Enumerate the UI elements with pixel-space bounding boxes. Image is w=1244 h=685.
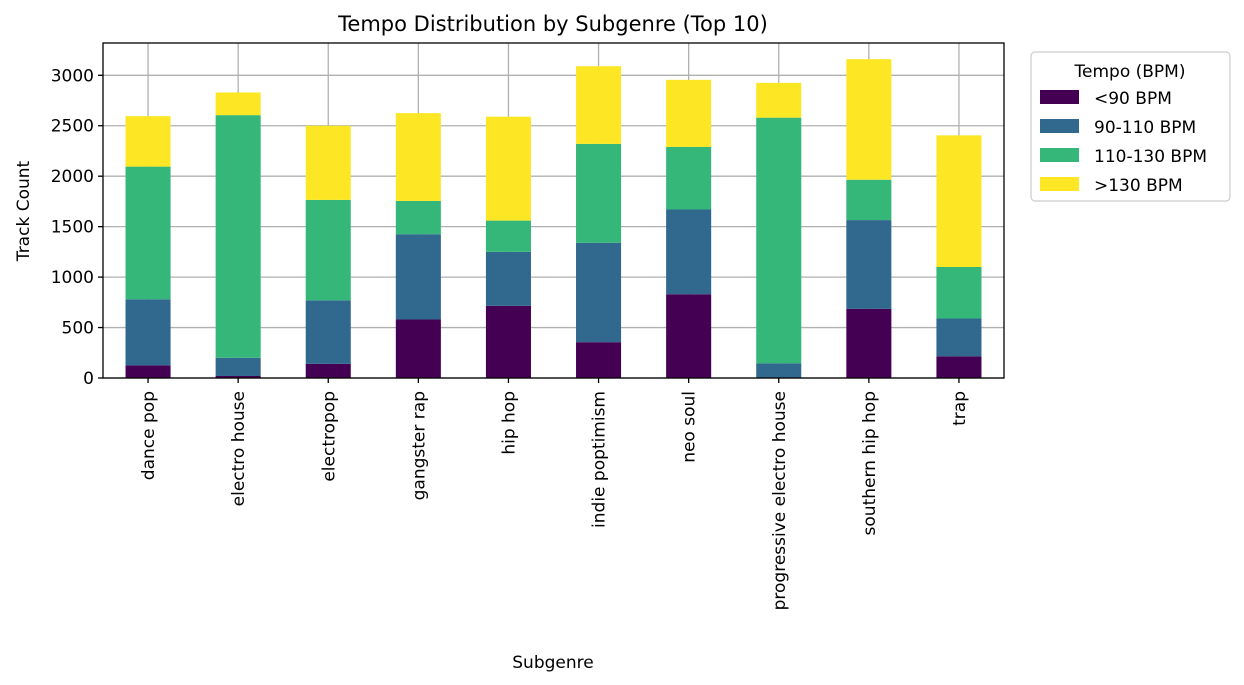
x-tick-label: hip hop [499, 391, 519, 455]
legend-swatch [1040, 119, 1079, 133]
plot-frame [102, 42, 1005, 379]
bar-segment [576, 143, 622, 243]
x-tick-label: indie poptimism [590, 391, 610, 528]
x-tick-label: electropop [319, 391, 339, 482]
legend-swatch [1040, 177, 1079, 191]
bar-segment [305, 363, 351, 378]
bar-segment [756, 117, 802, 364]
bar-segment [756, 82, 802, 118]
bar-segment [576, 242, 622, 343]
bar-segment [846, 59, 892, 180]
bar-segment [395, 234, 441, 320]
x-axis-label: Subgenre [512, 653, 593, 673]
bar-segment [666, 146, 712, 210]
x-tick-label: electro house [229, 391, 249, 506]
bar-segment [305, 199, 351, 301]
bar-segment [215, 92, 261, 116]
bars [125, 59, 982, 378]
bar-segment [576, 342, 622, 378]
y-tick-label: 3000 [51, 66, 94, 86]
bar-segment [485, 305, 531, 378]
x-axis-ticks: dance pop electro house electropop gangster… [139, 378, 970, 610]
x-tick-label: progressive electro house [770, 391, 790, 610]
bar-segment [125, 365, 171, 378]
bar-segment [485, 220, 531, 252]
bar-segment [846, 220, 892, 309]
bar-segment [125, 116, 171, 167]
bar-segment [666, 294, 712, 378]
x-tick-label: dance pop [139, 391, 159, 480]
bar-segment [395, 319, 441, 378]
y-axis-label: Track Count [14, 160, 34, 262]
legend-entry-label: >130 BPM [1094, 176, 1183, 196]
bar-segment [305, 300, 351, 364]
bar-segment [846, 179, 892, 221]
bar-segment [125, 166, 171, 300]
bar-segment [215, 357, 261, 376]
bar-segment [125, 299, 171, 366]
x-tick-label: trap [950, 391, 970, 426]
bar-segment [305, 125, 351, 200]
legend: Tempo (BPM) <90 BPM 90-110 BPM 110-130 BPM… [1030, 51, 1231, 202]
bar-segment [936, 135, 982, 268]
legend-entry-label: 90-110 BPM [1094, 118, 1196, 138]
bar-segment [395, 113, 441, 201]
x-tick-label: neo soul [680, 391, 700, 463]
legend-entry-label: <90 BPM [1094, 89, 1172, 109]
bar-segment [485, 116, 531, 221]
legend-entry-label: 110-130 BPM [1094, 147, 1207, 167]
legend-title: Tempo (BPM) [1074, 62, 1186, 82]
bar-segment [936, 356, 982, 378]
x-tick-label: southern hip hop [860, 391, 880, 535]
bar-segment [666, 209, 712, 295]
bar-segment [485, 251, 531, 306]
legend-swatch [1040, 90, 1079, 104]
legend-box [1030, 51, 1231, 202]
bar-segment [846, 308, 892, 378]
bar-segment [936, 318, 982, 357]
y-tick-label: 2000 [51, 167, 94, 187]
bar-segment [666, 79, 712, 147]
bar-segment [936, 267, 982, 319]
y-tick-label: 500 [62, 319, 94, 339]
y-axis-ticks: 0 500 1000 1500 2000 2500 3000 [51, 66, 103, 389]
y-tick-label: 1000 [51, 268, 94, 288]
bar-segment [395, 200, 441, 235]
y-tick-label: 0 [83, 369, 94, 389]
chart-title: Tempo Distribution by Subgenre (Top 10) [337, 12, 768, 36]
bar-segment [215, 115, 261, 358]
bar-segment [756, 363, 802, 378]
y-tick-label: 2500 [51, 117, 94, 137]
y-tick-label: 1500 [51, 218, 94, 238]
bar-segment [215, 375, 261, 378]
x-tick-label: gangster rap [409, 391, 429, 500]
bar-segment [576, 66, 622, 144]
legend-swatch [1040, 148, 1079, 162]
